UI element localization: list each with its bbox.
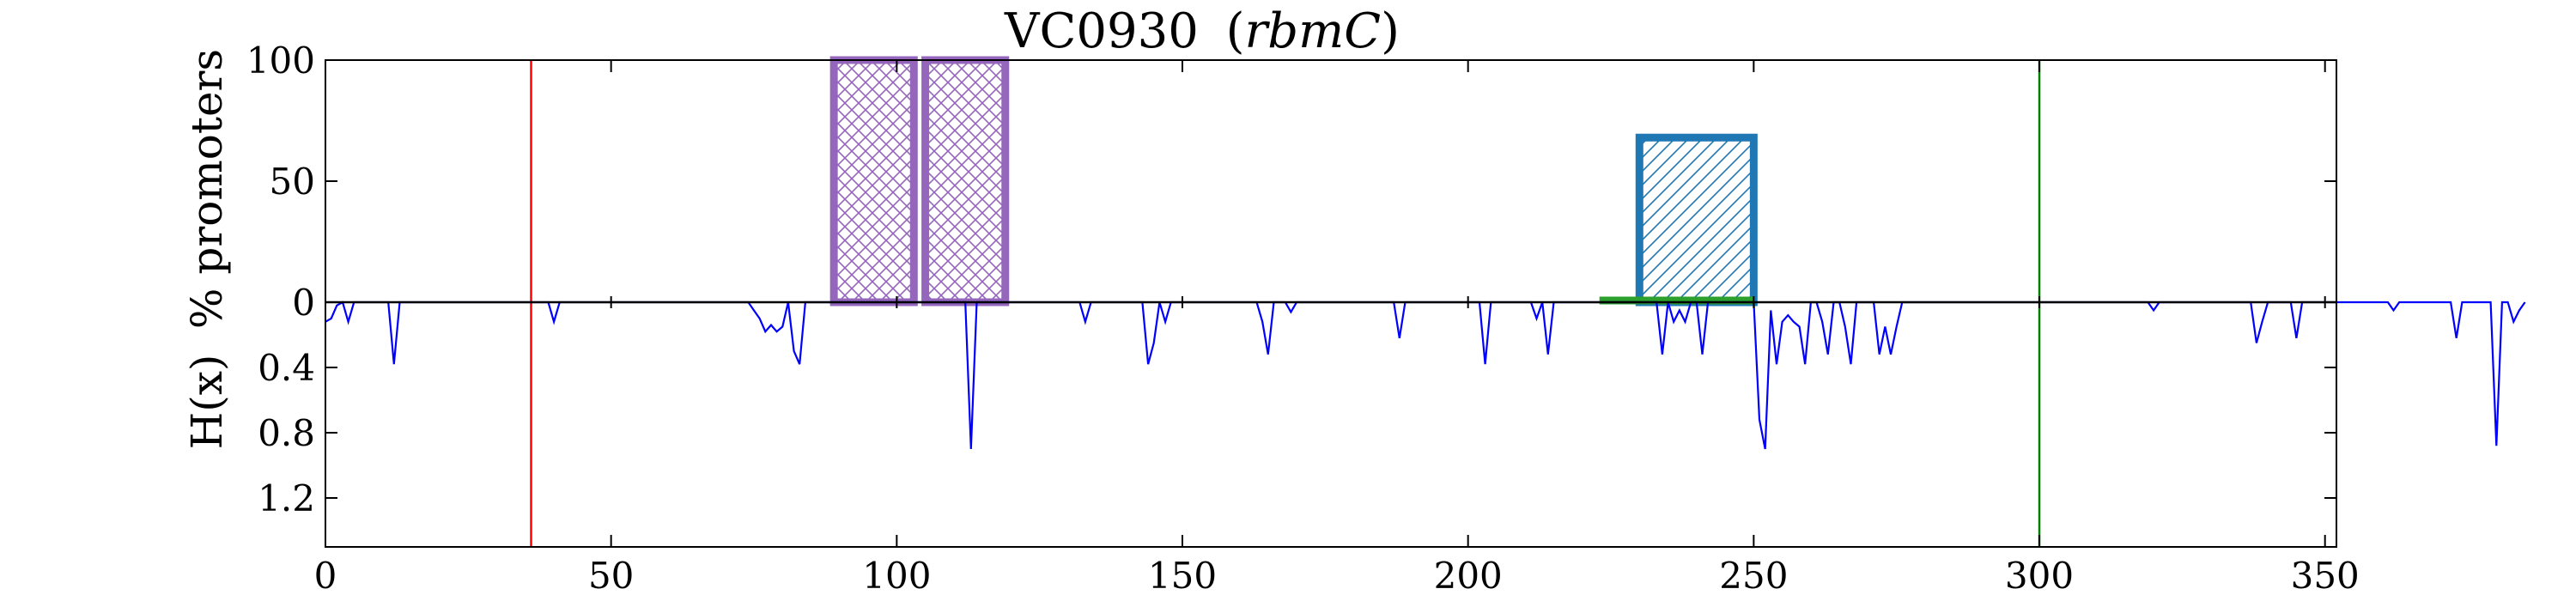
top-y-tick-label-50: 50 xyxy=(270,161,315,203)
bottom-y-tick-label-0.8: 0.8 xyxy=(258,412,315,454)
x-tick-label-250: 250 xyxy=(1719,555,1788,597)
bottom-y-tick-label-0.4: 0.4 xyxy=(258,347,315,389)
bottom-y-tick-label-1.2: 1.2 xyxy=(258,477,315,519)
x-tick-label-100: 100 xyxy=(862,555,931,597)
top-y-tick-label-100: 100 xyxy=(246,39,315,82)
plot-frame xyxy=(325,59,2337,548)
x-tick-label-300: 300 xyxy=(2005,555,2074,597)
top-y-axis-label: % promoters xyxy=(182,49,232,329)
tick-layer: 0 50 100 150 200 250 300 350 0 50 100 0.4 0.8 1.2 xyxy=(246,39,2360,597)
chart-title-main: VC0930 xyxy=(1004,3,1199,59)
chart-title-paren-open: ( xyxy=(1226,3,1245,59)
entropy-series-line xyxy=(325,300,2526,450)
x-tick-label-200: 200 xyxy=(1434,555,1503,597)
x-tick-label-350: 350 xyxy=(2291,555,2360,597)
promoter-bar-0 xyxy=(829,56,918,307)
x-tick-label-150: 150 xyxy=(1148,555,1217,597)
chart-title-paren-close: ) xyxy=(1381,3,1400,59)
x-tick-label-0: 0 xyxy=(314,555,337,597)
plot-area xyxy=(325,56,2526,547)
promoter-bar-1 xyxy=(921,56,1010,307)
chart-title-gene: rbmC xyxy=(1245,3,1382,59)
x-tick-label-50: 50 xyxy=(588,555,634,597)
chart-title: VC0930 (rbmC) xyxy=(1004,3,1400,59)
bottom-y-axis-label: H(x) xyxy=(182,355,232,450)
promoter-bar-2 xyxy=(1635,133,1758,307)
top-y-tick-label-0: 0 xyxy=(292,282,315,324)
